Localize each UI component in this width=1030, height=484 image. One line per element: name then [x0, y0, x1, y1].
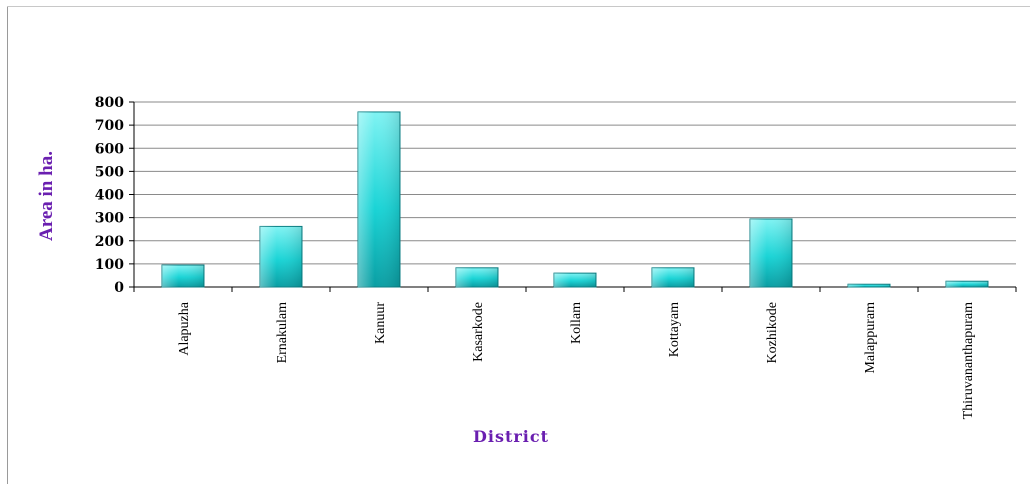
y-axis-label: Area in ha.	[36, 151, 57, 241]
x-axis-label: District	[473, 427, 549, 446]
y-tick-label-500: 500	[95, 164, 124, 180]
x-tick-label-ernakulam: Ernakulam	[275, 302, 290, 364]
bar-shade-kollam	[554, 273, 596, 287]
x-tick-label-kottayam: Kottayam	[667, 302, 682, 357]
y-tick-labels: 0 100 200 300 400 500 600 700 800	[95, 95, 124, 296]
bar-kollam	[554, 273, 596, 287]
bar-kasarkode	[456, 268, 498, 287]
x-tick-label-malappuram: Malappuram	[863, 302, 878, 374]
bar-malappuram	[848, 284, 890, 287]
bar-ernakulam	[260, 226, 302, 287]
x-tick-label-thiruvananthapuram: Thiruvananthapuram	[961, 302, 976, 420]
bar-kozhikode	[750, 219, 792, 287]
y-tick-label-600: 600	[95, 141, 124, 157]
y-tick-label-100: 100	[95, 257, 124, 273]
bar-kottayam	[652, 268, 694, 287]
y-tick-label-200: 200	[95, 234, 124, 250]
bar-shade-kasarkode	[456, 268, 498, 287]
bars	[162, 112, 988, 287]
bar-shade-malappuram	[848, 284, 890, 287]
y-tick-label-700: 700	[95, 118, 124, 134]
y-tick-label-0: 0	[114, 280, 124, 296]
bar-alapuzha	[162, 265, 204, 287]
bar-shade-kozhikode	[750, 219, 792, 287]
bar-shade-alapuzha	[162, 265, 204, 287]
x-tick-label-alapuzha: Alapuzha	[177, 301, 192, 355]
y-tick-label-300: 300	[95, 211, 124, 227]
y-tick-label-400: 400	[95, 188, 124, 204]
bar-thiruvananthapuram	[946, 281, 988, 287]
x-tick-labels: Alapuzha Ernakulam Kanuur Kasarkode Kollam Ko…	[177, 301, 976, 419]
x-tick-label-kasarkode: Kasarkode	[471, 302, 486, 362]
bar-shade-thiruvananthapuram	[946, 281, 988, 287]
bar-shade-ernakulam	[260, 226, 302, 287]
bar-kanuur	[358, 112, 400, 287]
y-tick-label-800: 800	[95, 95, 124, 111]
x-tick-label-kanuur: Kanuur	[373, 302, 388, 344]
x-tick-label-kozhikode: Kozhikode	[765, 302, 780, 363]
bar-shade-kottayam	[652, 268, 694, 287]
x-tick-label-kollam: Kollam	[569, 302, 584, 344]
bar-shade-kanuur	[358, 112, 400, 287]
